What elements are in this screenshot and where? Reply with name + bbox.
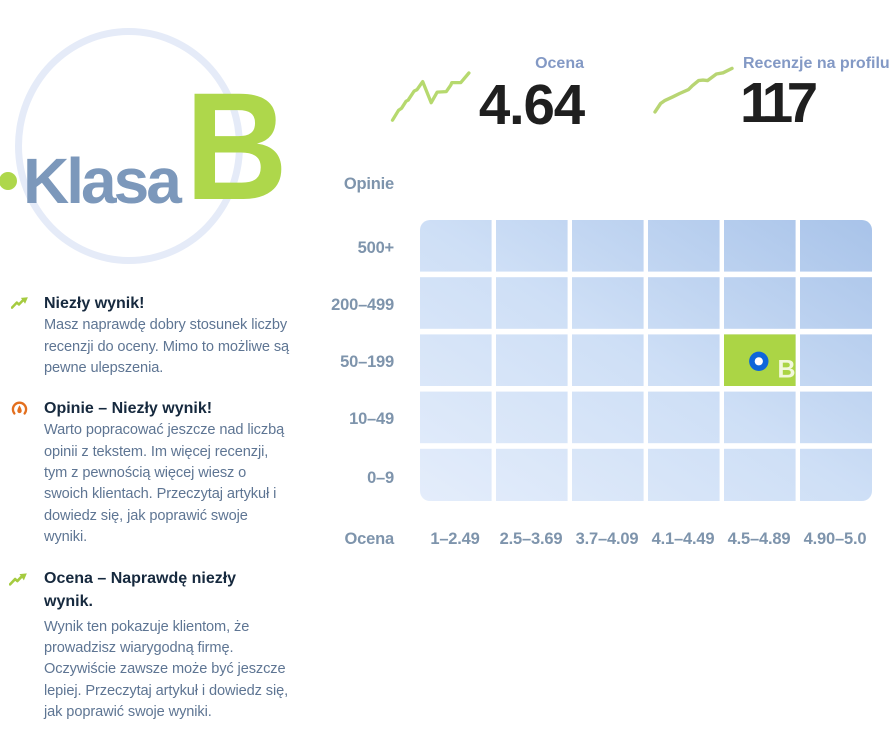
svg-text:B: B — [778, 356, 796, 384]
